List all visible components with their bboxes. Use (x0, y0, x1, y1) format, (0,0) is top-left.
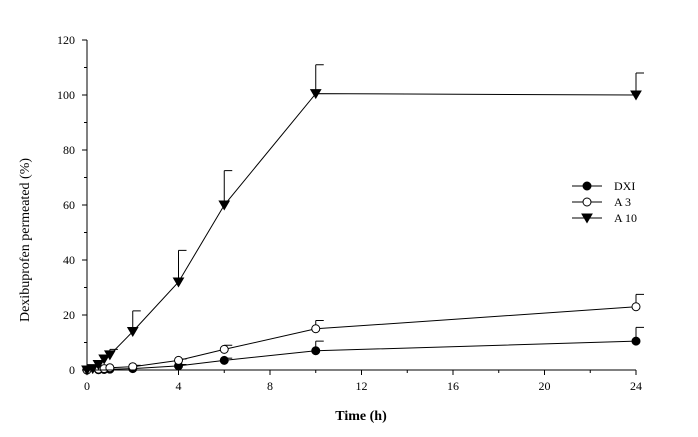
data-point (174, 355, 183, 365)
series-line (86, 93, 637, 371)
data-point (172, 277, 185, 288)
x-tick-label: 20 (539, 379, 551, 393)
axes: 0 4 8 12 16 20 24 0 20 40 60 80 100 120 (57, 33, 642, 393)
series-a10 (81, 64, 644, 376)
legend-marker (582, 181, 592, 191)
series-line (86, 340, 637, 371)
x-tick-label: 0 (84, 379, 90, 393)
data-point (98, 354, 111, 365)
data-point (218, 200, 231, 211)
data-point (105, 363, 115, 373)
data-point (311, 346, 321, 356)
y-tick-label: 100 (57, 88, 75, 102)
legend-label: DXI (614, 179, 635, 193)
data-point (126, 327, 139, 337)
series-dxi (82, 326, 644, 375)
series-a3 (82, 293, 644, 375)
x-tick-label: 16 (447, 379, 459, 393)
data-point (631, 302, 641, 312)
data-point (219, 355, 229, 365)
data-point (92, 360, 105, 370)
y-tick-label: 20 (63, 308, 75, 322)
data-point (219, 344, 229, 354)
x-tick-label: 24 (630, 379, 642, 393)
legend-label: A 3 (614, 195, 631, 209)
x-tick-label: 8 (267, 379, 273, 393)
legend-label: A 10 (614, 211, 637, 225)
data-point (631, 336, 641, 346)
legend: DXI A 3 A 10 (572, 179, 637, 225)
y-tick-label: 40 (63, 253, 75, 267)
data-point (104, 350, 116, 361)
plot-area (81, 64, 644, 376)
y-tick-label: 120 (57, 33, 75, 47)
data-point (86, 364, 99, 375)
x-axis-title: Time (h) (335, 409, 387, 424)
y-axis-title: Dexibuprofen permeated (%) (18, 158, 33, 322)
data-point (311, 324, 321, 334)
data-point (309, 89, 322, 100)
x-tick-label: 12 (356, 379, 368, 393)
y-tick-label: 0 (69, 363, 75, 377)
data-point (630, 90, 642, 101)
x-tick-label: 4 (176, 379, 182, 393)
y-tick-label: 60 (63, 198, 75, 212)
legend-marker (581, 213, 593, 224)
legend-marker (582, 197, 592, 207)
y-tick-label: 80 (63, 143, 75, 157)
series-line (86, 306, 637, 371)
